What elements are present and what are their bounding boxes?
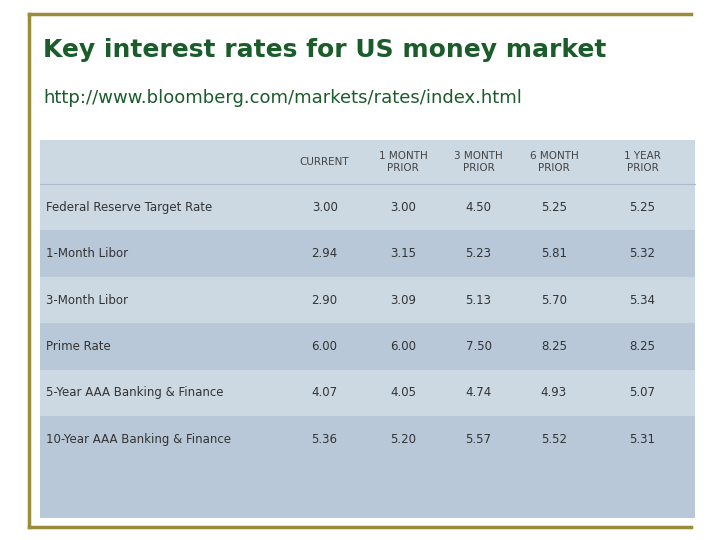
Text: 4.93: 4.93 (541, 387, 567, 400)
Text: 5.52: 5.52 (541, 433, 567, 446)
Text: 1 YEAR
PRIOR: 1 YEAR PRIOR (624, 151, 661, 173)
Text: Federal Reserve Target Rate: Federal Reserve Target Rate (46, 200, 212, 214)
Text: 5.70: 5.70 (541, 294, 567, 307)
Text: 5.25: 5.25 (541, 200, 567, 214)
Text: 4.74: 4.74 (465, 387, 492, 400)
Text: 5.36: 5.36 (312, 433, 338, 446)
Text: 8.25: 8.25 (541, 340, 567, 353)
Text: 5.13: 5.13 (466, 294, 492, 307)
Text: 1 MONTH
PRIOR: 1 MONTH PRIOR (379, 151, 428, 173)
Text: 3-Month Libor: 3-Month Libor (46, 294, 128, 307)
Bar (40, 323, 695, 370)
Text: 3.15: 3.15 (390, 247, 416, 260)
Text: 5.23: 5.23 (466, 247, 492, 260)
Text: 5.20: 5.20 (390, 433, 416, 446)
Text: 6.00: 6.00 (312, 340, 338, 353)
Text: 10-Year AAA Banking & Finance: 10-Year AAA Banking & Finance (46, 433, 231, 446)
Text: 5-Year AAA Banking & Finance: 5-Year AAA Banking & Finance (46, 387, 224, 400)
Text: 6 MONTH
PRIOR: 6 MONTH PRIOR (529, 151, 578, 173)
Text: 8.25: 8.25 (629, 340, 655, 353)
Text: 2.90: 2.90 (312, 294, 338, 307)
Text: 2.94: 2.94 (312, 247, 338, 260)
Text: 5.34: 5.34 (629, 294, 655, 307)
Text: 5.57: 5.57 (466, 433, 492, 446)
Text: 3.09: 3.09 (390, 294, 416, 307)
Text: 5.07: 5.07 (629, 387, 655, 400)
Text: 5.25: 5.25 (629, 200, 655, 214)
Text: Prime Rate: Prime Rate (46, 340, 111, 353)
Text: 5.31: 5.31 (629, 433, 655, 446)
Text: 1-Month Libor: 1-Month Libor (46, 247, 128, 260)
Text: 7.50: 7.50 (466, 340, 492, 353)
Text: 3 MONTH
PRIOR: 3 MONTH PRIOR (454, 151, 503, 173)
Text: 3.00: 3.00 (390, 200, 416, 214)
Text: 6.00: 6.00 (390, 340, 416, 353)
Text: http://www.bloomberg.com/markets/rates/index.html: http://www.bloomberg.com/markets/rates/i… (43, 89, 522, 107)
Text: 4.50: 4.50 (466, 200, 492, 214)
Text: 5.32: 5.32 (629, 247, 655, 260)
Text: 4.05: 4.05 (390, 387, 416, 400)
Text: CURRENT: CURRENT (300, 157, 349, 167)
Text: Key interest rates for US money market: Key interest rates for US money market (43, 38, 606, 62)
Bar (40, 140, 695, 518)
Text: 3.00: 3.00 (312, 200, 338, 214)
Text: 5.81: 5.81 (541, 247, 567, 260)
Bar (40, 231, 695, 277)
Bar (40, 416, 695, 518)
Text: 4.07: 4.07 (312, 387, 338, 400)
